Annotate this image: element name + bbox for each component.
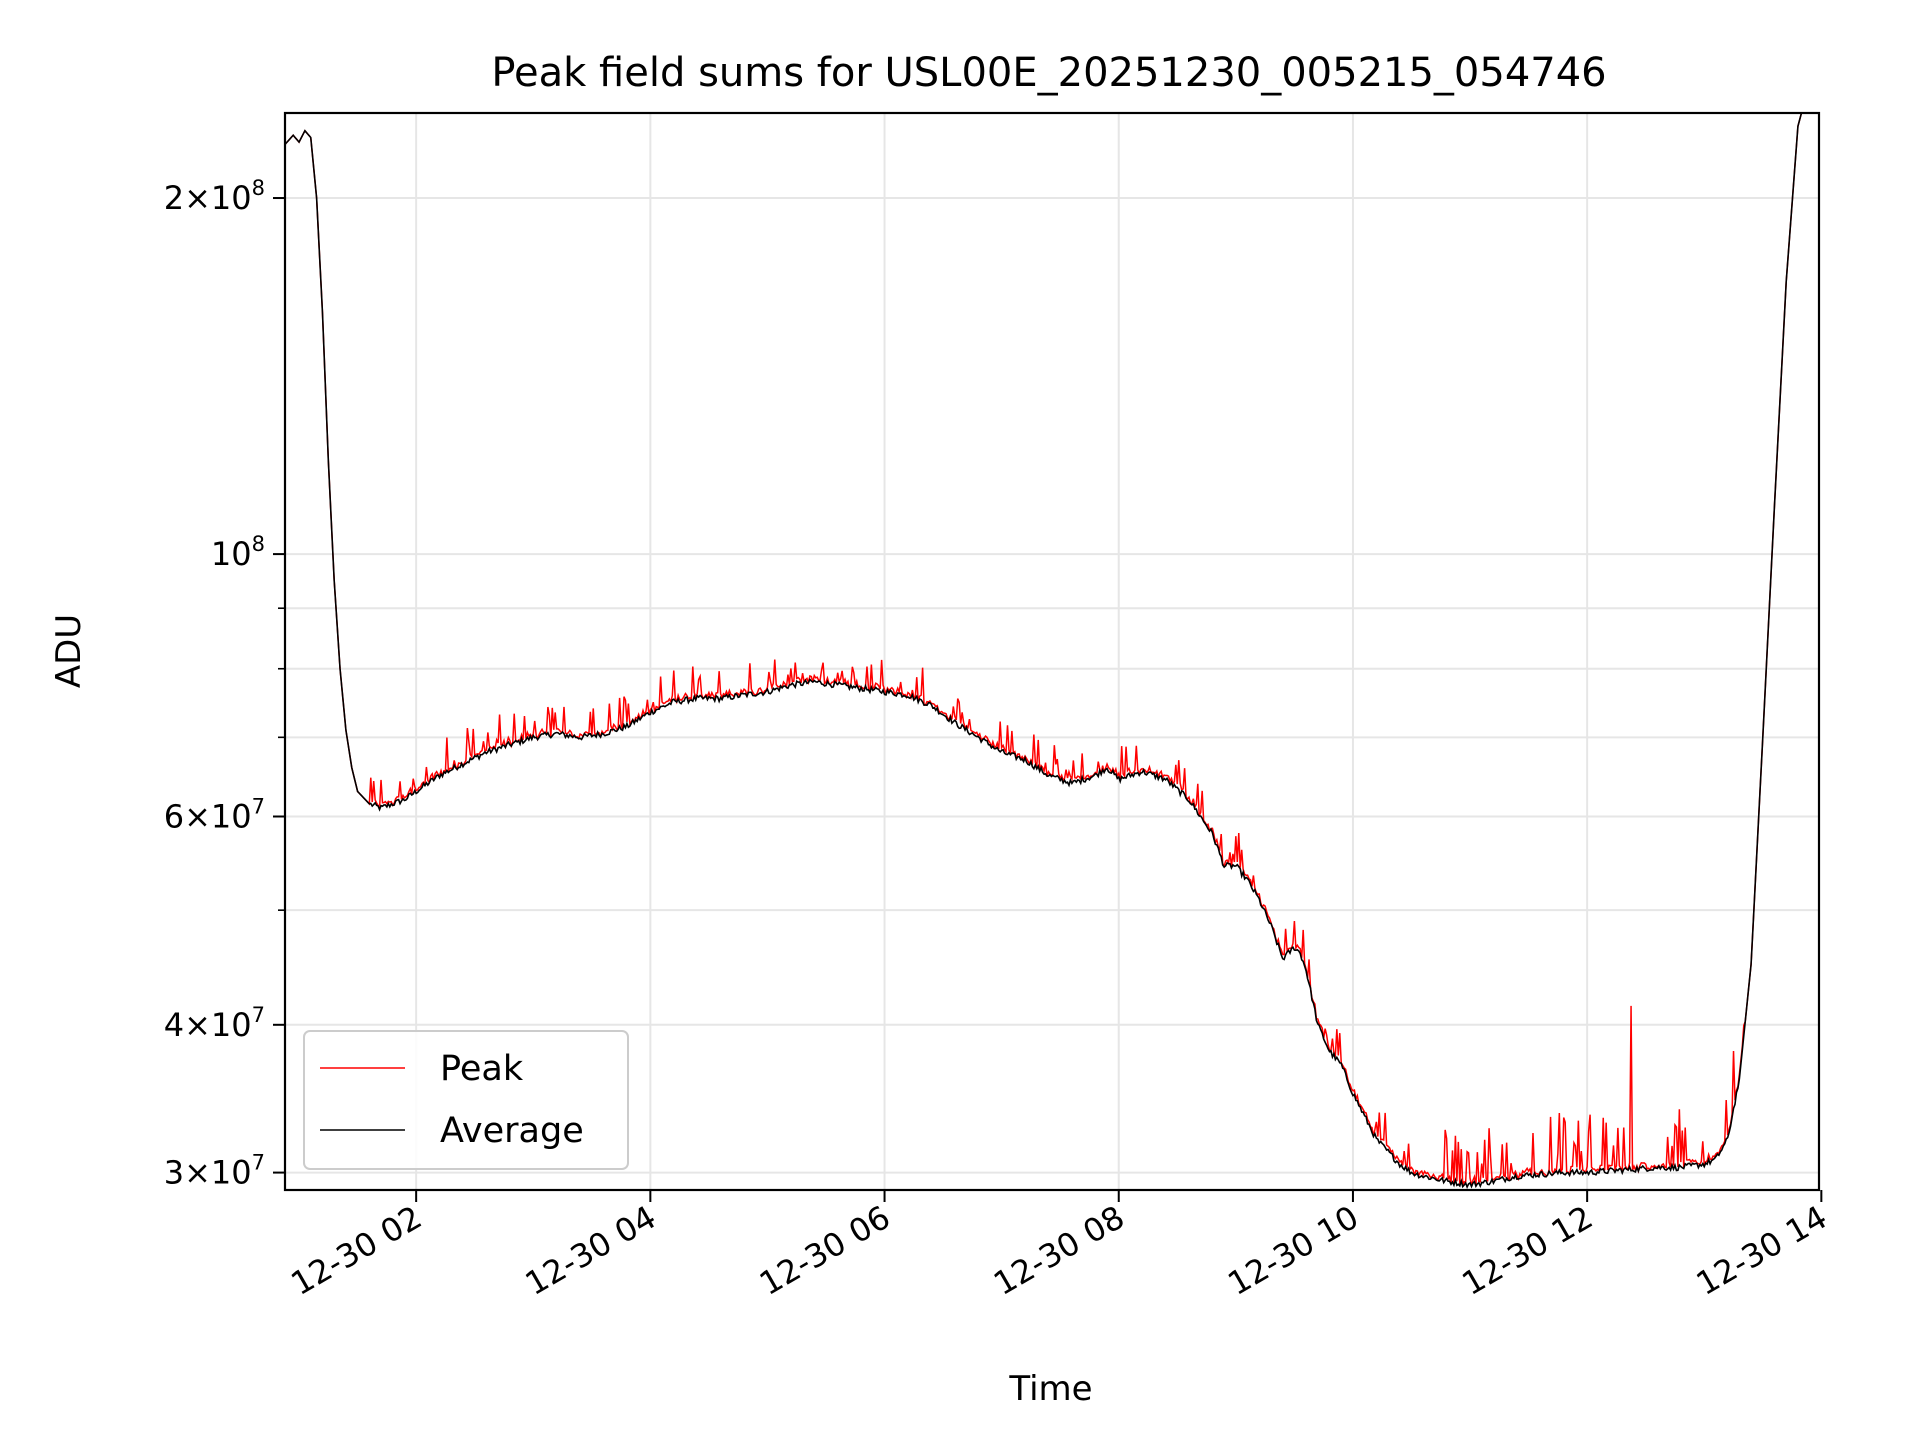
legend: Peak Average <box>303 1030 629 1170</box>
y-tick-label: 6×107 <box>164 795 265 836</box>
y-tick-label: 3×107 <box>164 1151 265 1192</box>
y-axis: 3×107 4×107 6×107 108 2×108 <box>164 176 285 1192</box>
x-tick-label: 12-30 14 <box>1690 1198 1834 1303</box>
grid <box>285 113 1819 1190</box>
x-tick-label: 12-30 12 <box>1456 1198 1600 1303</box>
legend-box <box>303 1030 629 1170</box>
x-axis-label: Time <box>1008 1369 1092 1409</box>
y-tick-label: 4×107 <box>164 1003 265 1044</box>
legend-peak-label: Peak <box>440 1049 524 1089</box>
average-series-line <box>285 113 1803 1190</box>
x-tick-label: 12-30 06 <box>753 1198 897 1303</box>
x-tick-label: 12-30 02 <box>285 1198 429 1303</box>
y-axis-label: ADU <box>49 614 89 688</box>
legend-average-label: Average <box>440 1111 584 1151</box>
x-axis: 12-30 02 12-30 04 12-30 06 12-30 08 12-30 10… <box>285 1190 1834 1303</box>
y-tick-label: 2×108 <box>164 176 265 217</box>
peak-series-line <box>285 113 1803 1187</box>
chart-title: Peak field sums for USL00E_20251230_0052… <box>491 50 1606 96</box>
x-tick-label: 12-30 04 <box>519 1198 663 1303</box>
x-tick-label: 12-30 10 <box>1221 1198 1365 1303</box>
y-tick-label: 108 <box>211 532 265 573</box>
series-layer <box>285 113 1803 1190</box>
x-tick-label: 12-30 08 <box>987 1198 1131 1303</box>
plot-frame <box>283 111 1821 1192</box>
